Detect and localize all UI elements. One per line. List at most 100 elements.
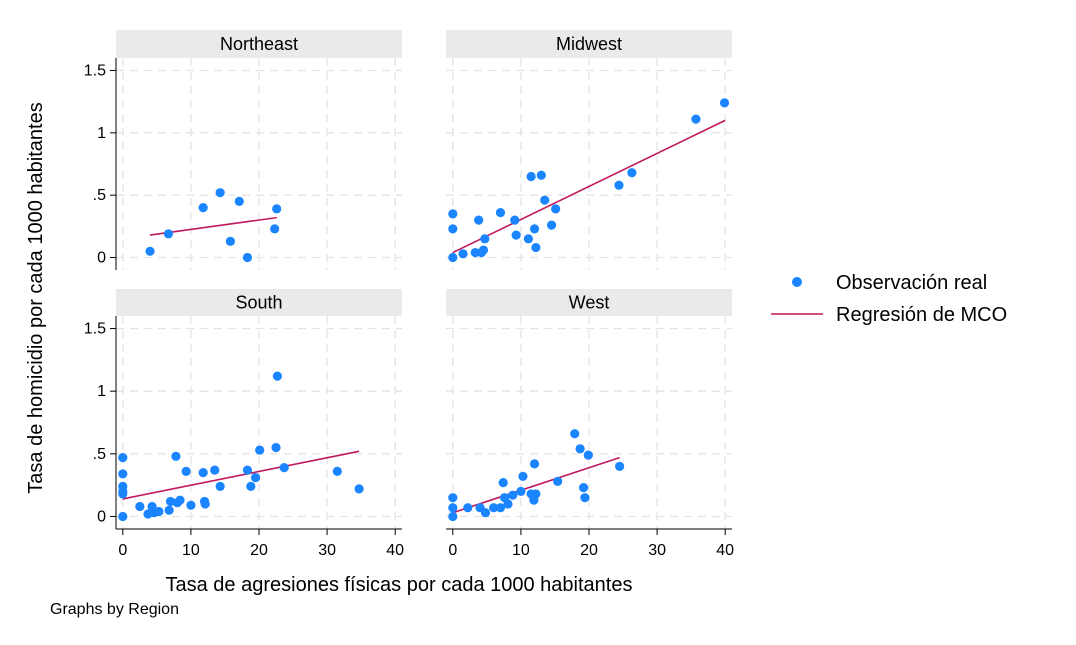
data-point xyxy=(614,180,624,190)
data-point xyxy=(691,114,701,124)
data-point xyxy=(118,511,128,522)
data-point xyxy=(508,490,518,500)
data-point xyxy=(448,511,458,522)
legend-label-observed: Observación real xyxy=(836,272,987,294)
data-point xyxy=(332,466,342,476)
data-point xyxy=(578,483,589,493)
panel-header xyxy=(446,30,732,58)
y-axis-title: Tasa de homicidio por cada 1000 habitant… xyxy=(25,102,47,493)
data-point xyxy=(553,476,563,486)
data-point xyxy=(458,249,468,259)
data-point xyxy=(242,465,253,475)
y-tick-label: 0 xyxy=(97,250,106,267)
data-point xyxy=(480,508,491,518)
x-tick-label: 40 xyxy=(716,542,734,559)
data-point xyxy=(448,252,458,263)
graphs-by-note: Graphs by Region xyxy=(50,601,179,618)
panel-title: South xyxy=(235,293,282,313)
data-point xyxy=(529,459,540,469)
data-point xyxy=(580,493,590,503)
data-point xyxy=(171,451,181,461)
data-point xyxy=(529,224,540,234)
data-point xyxy=(242,252,253,263)
ols-fit-line xyxy=(122,450,360,500)
panel-midwest: Midwest xyxy=(446,30,732,270)
data-point xyxy=(200,499,210,509)
data-point xyxy=(510,215,520,225)
data-point xyxy=(270,224,280,234)
data-point xyxy=(570,429,580,439)
data-point xyxy=(523,234,533,244)
data-point xyxy=(165,496,176,507)
legend-label-fit: Regresión de MCO xyxy=(836,304,1007,326)
data-point xyxy=(546,220,557,230)
data-point xyxy=(354,484,364,494)
data-point xyxy=(198,468,208,478)
data-point xyxy=(250,473,261,483)
data-point xyxy=(163,229,174,239)
data-point xyxy=(478,245,489,255)
x-tick-label: 40 xyxy=(386,542,404,559)
y-tick-label: .5 xyxy=(93,187,106,204)
data-point xyxy=(118,489,128,499)
x-tick-label: 10 xyxy=(182,542,200,559)
data-point xyxy=(627,168,637,178)
data-point xyxy=(583,450,593,460)
data-point xyxy=(246,481,256,491)
data-point xyxy=(551,204,561,214)
legend-marker-observed xyxy=(792,277,802,287)
panel-title: Northeast xyxy=(220,34,298,54)
panels-group: Northeast 0 .5 1 1.5 Midwest South 0 .5 1 1.5 0 10 20… xyxy=(84,30,734,559)
data-point xyxy=(279,463,289,473)
x-axis-title: Tasa de agresiones físicas por cada 1000… xyxy=(166,574,633,596)
x-tick-label: 0 xyxy=(448,542,457,559)
data-point xyxy=(448,493,458,503)
panel-header xyxy=(116,30,402,58)
x-tick-label: 20 xyxy=(250,542,268,559)
x-tick-label: 0 xyxy=(118,542,127,559)
data-point xyxy=(145,246,155,256)
data-point xyxy=(164,505,174,515)
data-point xyxy=(498,478,508,488)
x-tick-label: 30 xyxy=(648,542,666,559)
panel-northeast: Northeast 0 .5 1 1.5 xyxy=(84,30,402,270)
data-point xyxy=(719,98,730,108)
y-tick-label: 1 xyxy=(97,383,106,400)
data-point xyxy=(536,170,546,180)
data-point xyxy=(448,209,458,219)
data-point xyxy=(463,503,473,513)
data-point xyxy=(575,444,585,454)
data-point xyxy=(518,471,528,481)
data-point xyxy=(495,503,506,513)
data-point xyxy=(531,489,541,499)
data-point xyxy=(255,445,265,455)
panel-header xyxy=(446,289,732,316)
data-point xyxy=(210,465,220,475)
y-tick-label: 1.5 xyxy=(84,62,106,79)
panel-title: West xyxy=(569,293,610,313)
ols-fit-line xyxy=(452,119,726,254)
data-point xyxy=(135,501,145,512)
panel-header xyxy=(116,289,402,316)
data-point xyxy=(215,481,225,491)
data-point xyxy=(531,242,541,253)
data-point xyxy=(503,499,513,509)
data-point xyxy=(511,230,521,240)
data-point xyxy=(118,469,128,479)
data-point xyxy=(186,500,196,510)
data-point xyxy=(448,503,458,513)
data-point xyxy=(516,486,526,497)
data-point xyxy=(234,196,244,207)
panel-south: South 0 .5 1 1.5 0 10 20 30 40 xyxy=(84,289,404,559)
panel-title: Midwest xyxy=(556,34,622,54)
x-tick-label: 20 xyxy=(580,542,598,559)
data-point xyxy=(118,452,128,463)
data-point xyxy=(154,506,164,517)
data-point xyxy=(615,461,625,471)
x-tick-label: 10 xyxy=(512,542,530,559)
data-point xyxy=(489,503,499,513)
data-point xyxy=(480,234,490,244)
data-point xyxy=(225,236,235,246)
data-point xyxy=(215,188,225,198)
y-tick-label: 0 xyxy=(97,508,106,525)
